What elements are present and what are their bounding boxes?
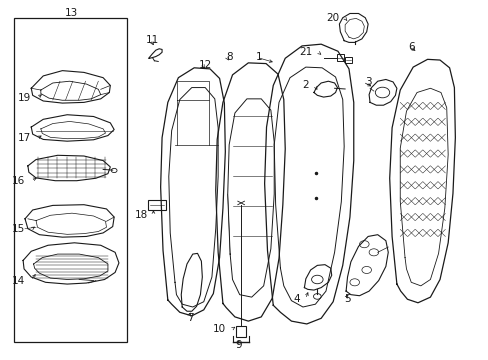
- Text: 5: 5: [344, 294, 350, 304]
- Text: 19: 19: [18, 93, 31, 103]
- Bar: [336, 54, 343, 61]
- Text: 13: 13: [64, 9, 78, 18]
- Bar: [14, 18, 127, 342]
- Text: 10: 10: [213, 324, 226, 334]
- Text: 11: 11: [145, 35, 159, 45]
- Text: 15: 15: [12, 224, 25, 234]
- Text: 3: 3: [365, 77, 371, 87]
- Bar: [345, 57, 351, 63]
- Text: 18: 18: [134, 210, 147, 220]
- Bar: [235, 327, 246, 337]
- Bar: [147, 200, 165, 210]
- Text: 6: 6: [407, 42, 414, 51]
- Text: 1: 1: [255, 52, 262, 62]
- Text: 7: 7: [187, 312, 194, 323]
- Text: 14: 14: [12, 275, 25, 285]
- Text: 4: 4: [292, 294, 299, 304]
- Text: 8: 8: [225, 52, 232, 62]
- Text: 17: 17: [18, 133, 31, 143]
- Text: 16: 16: [12, 176, 25, 186]
- Text: 20: 20: [325, 13, 339, 23]
- Text: 12: 12: [198, 60, 211, 70]
- Text: 21: 21: [299, 47, 312, 57]
- Text: 9: 9: [235, 340, 242, 350]
- Text: 2: 2: [302, 80, 308, 90]
